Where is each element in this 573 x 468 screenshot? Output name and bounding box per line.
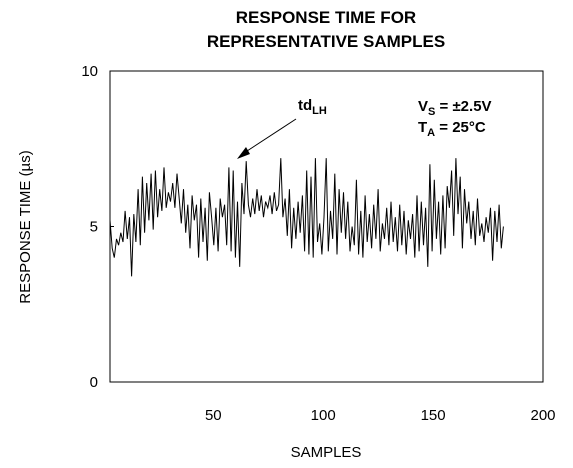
x-tick-label: 150 xyxy=(421,407,446,424)
y-axis-ticks: 0 5 10 xyxy=(81,63,114,391)
ambient-temperature-annotation: TA = 25°C xyxy=(418,119,486,139)
series-line-response-time xyxy=(109,158,504,277)
supply-voltage-annotation: VS = ±2.5V xyxy=(418,98,492,118)
x-tick-label: 100 xyxy=(311,407,336,424)
y-tick-label: 5 xyxy=(90,219,98,236)
td-lh-arrow-line xyxy=(243,118,297,154)
x-axis-label: SAMPLES xyxy=(291,444,362,461)
y-tick-label: 0 xyxy=(90,374,98,391)
chart-title-line-1: RESPONSE TIME FOR xyxy=(236,8,416,27)
x-tick-label: 200 xyxy=(530,407,555,424)
x-tick-label: 50 xyxy=(205,407,222,424)
td-lh-annotation: tdLH xyxy=(298,97,327,117)
plot-area-frame xyxy=(109,70,544,383)
x-axis-ticks: 50 100 150 200 xyxy=(205,407,556,424)
chart-title-line-2: REPRESENTATIVE SAMPLES xyxy=(207,32,445,51)
y-tick-label: 10 xyxy=(81,63,98,80)
y-axis-label: RESPONSE TIME (µs) xyxy=(17,150,34,303)
td-lh-arrow-head xyxy=(237,147,250,159)
